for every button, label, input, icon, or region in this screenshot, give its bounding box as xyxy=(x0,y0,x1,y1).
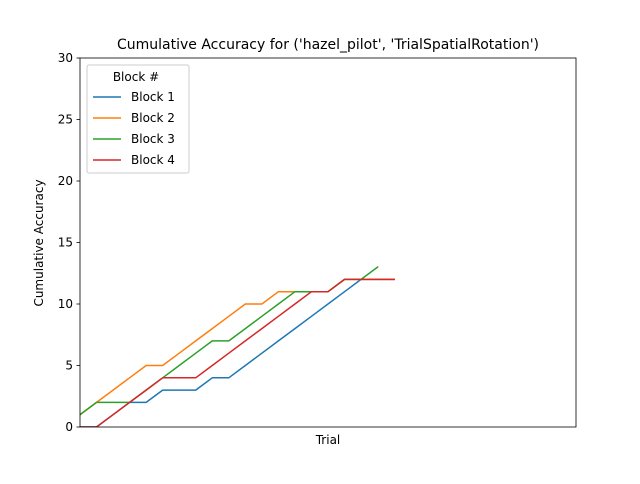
y-tick-label: 5 xyxy=(65,359,73,373)
legend-label-3: Block 3 xyxy=(131,132,175,146)
legend-title: Block # xyxy=(113,70,159,84)
y-tick-label: 20 xyxy=(58,174,73,188)
legend: Block # Block 1 Block 2 Block 3 Block 4 xyxy=(86,64,190,174)
y-tick-label: 30 xyxy=(58,51,73,65)
y-tick-label: 0 xyxy=(65,420,73,434)
legend-label-1: Block 1 xyxy=(131,90,175,104)
series-lines xyxy=(80,266,395,427)
y-axis-label: Cumulative Accuracy xyxy=(32,179,46,306)
series-line-1 xyxy=(80,278,395,427)
plot-area: 0 5 10 15 20 25 30 xyxy=(58,51,577,434)
chart-title: Cumulative Accuracy for ('hazel_pilot', … xyxy=(117,37,539,53)
legend-box xyxy=(86,64,190,174)
series-line-4 xyxy=(80,278,395,427)
legend-label-2: Block 2 xyxy=(131,111,175,125)
y-tick-label: 25 xyxy=(58,113,73,127)
x-axis-label: Trial xyxy=(315,433,341,447)
y-tick-label: 15 xyxy=(58,236,73,250)
y-tick-label: 10 xyxy=(58,297,73,311)
legend-label-4: Block 4 xyxy=(131,153,175,167)
